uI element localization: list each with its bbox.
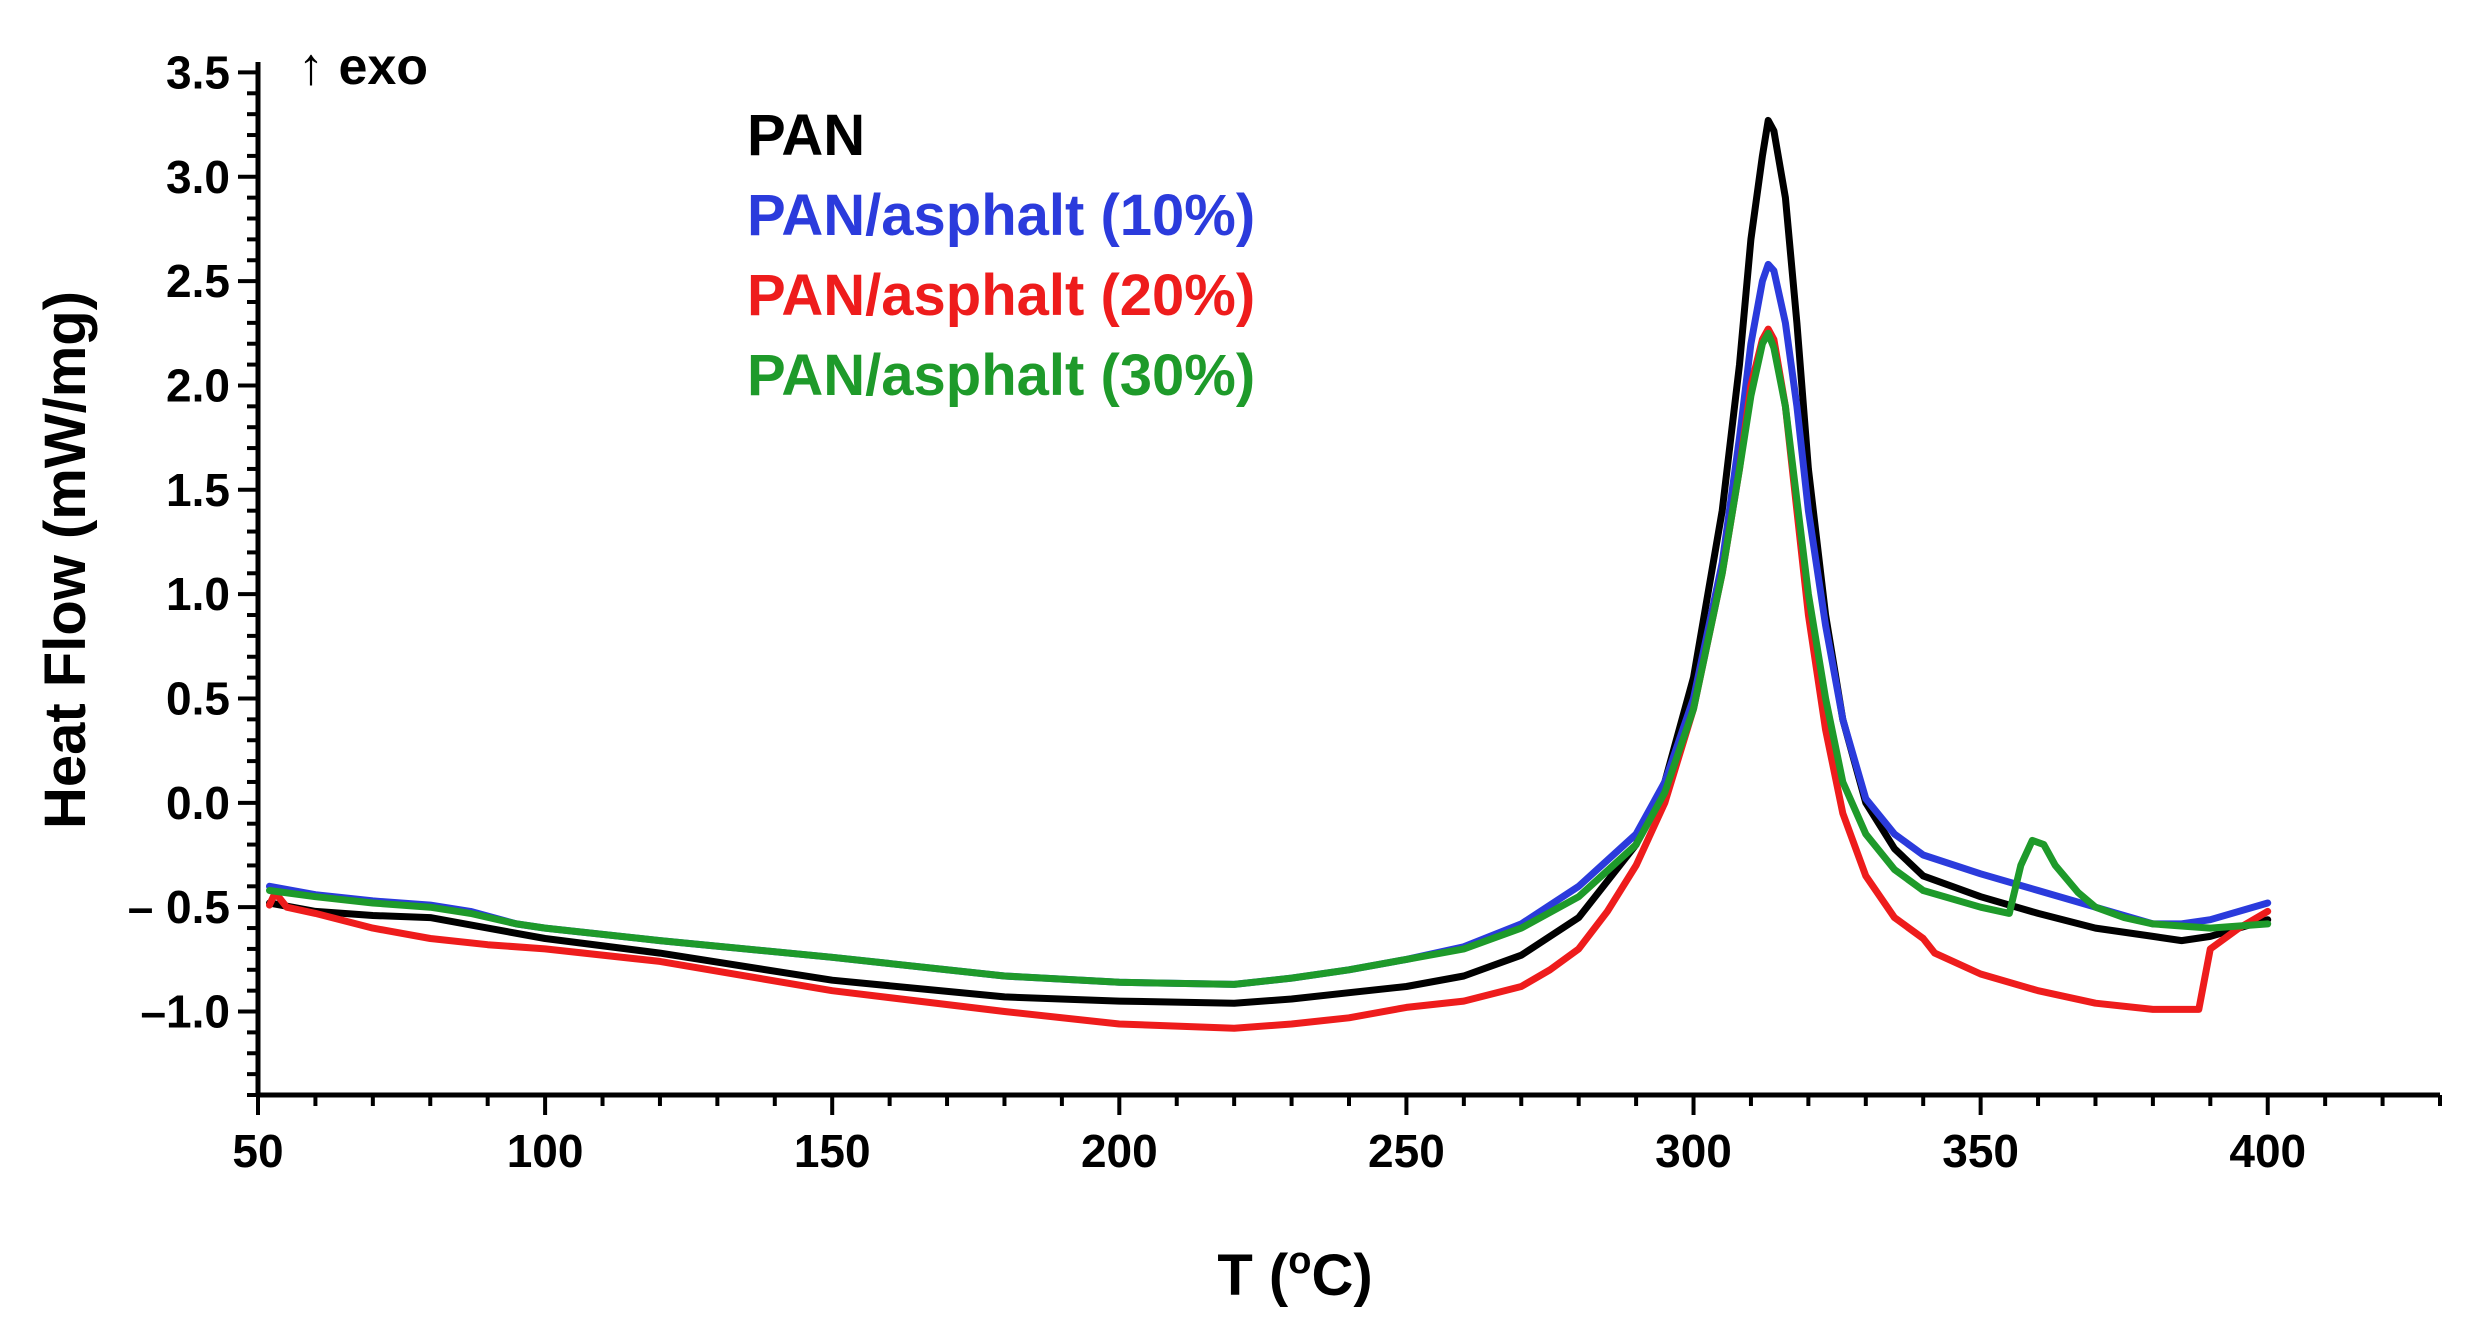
series-line-3 <box>266 325 2272 1032</box>
legend-entry: PAN/asphalt (20%) <box>747 263 1255 328</box>
x-tick-label: 350 <box>1942 1125 2019 1177</box>
y-tick-label: 3.0 <box>166 151 230 203</box>
y-tick-label: 0.0 <box>166 777 230 829</box>
exo-annotation: ↑ exo <box>298 38 428 96</box>
legend-entry: PAN/asphalt (30%) <box>747 343 1255 408</box>
x-tick-label: 200 <box>1081 1125 1158 1177</box>
y-tick-label: 1.0 <box>166 568 230 620</box>
x-tick-label: 100 <box>507 1125 584 1177</box>
y-tick-label: –1.0 <box>140 986 230 1038</box>
x-axis-title: T (oC) <box>1217 1240 1372 1308</box>
y-tick-label: 2.0 <box>166 359 230 411</box>
series-layer <box>266 116 2272 1032</box>
x-tick-label: 150 <box>794 1125 871 1177</box>
legend: PAN PAN/asphalt (10%) PAN/asphalt (20%) PAN… <box>747 103 1255 408</box>
series-line-2 <box>266 260 2272 988</box>
y-tick-label: – 0.5 <box>128 881 230 933</box>
x-tick-label: 400 <box>2229 1125 2306 1177</box>
legend-entry: PAN <box>747 103 865 168</box>
x-tick-label: 300 <box>1655 1125 1732 1177</box>
y-tick-label: 3.5 <box>166 46 230 98</box>
x-tick-label: 50 <box>232 1125 283 1177</box>
x-tick-label: 250 <box>1368 1125 1445 1177</box>
y-tick-label: 1.5 <box>166 464 230 516</box>
y-axis-title: Heat Flow (mW/mg) <box>33 291 98 829</box>
series-line-4 <box>266 329 2272 988</box>
legend-entry: PAN/asphalt (10%) <box>747 183 1255 248</box>
series-line-1 <box>266 116 2272 1007</box>
y-tick-label: 0.5 <box>166 672 230 724</box>
y-tick-label: 2.5 <box>166 255 230 307</box>
ticks: 50 100 150 200 250 300 350 400 3.5 3.0 2.5 2.0 1.5 1.… <box>128 46 2442 1177</box>
